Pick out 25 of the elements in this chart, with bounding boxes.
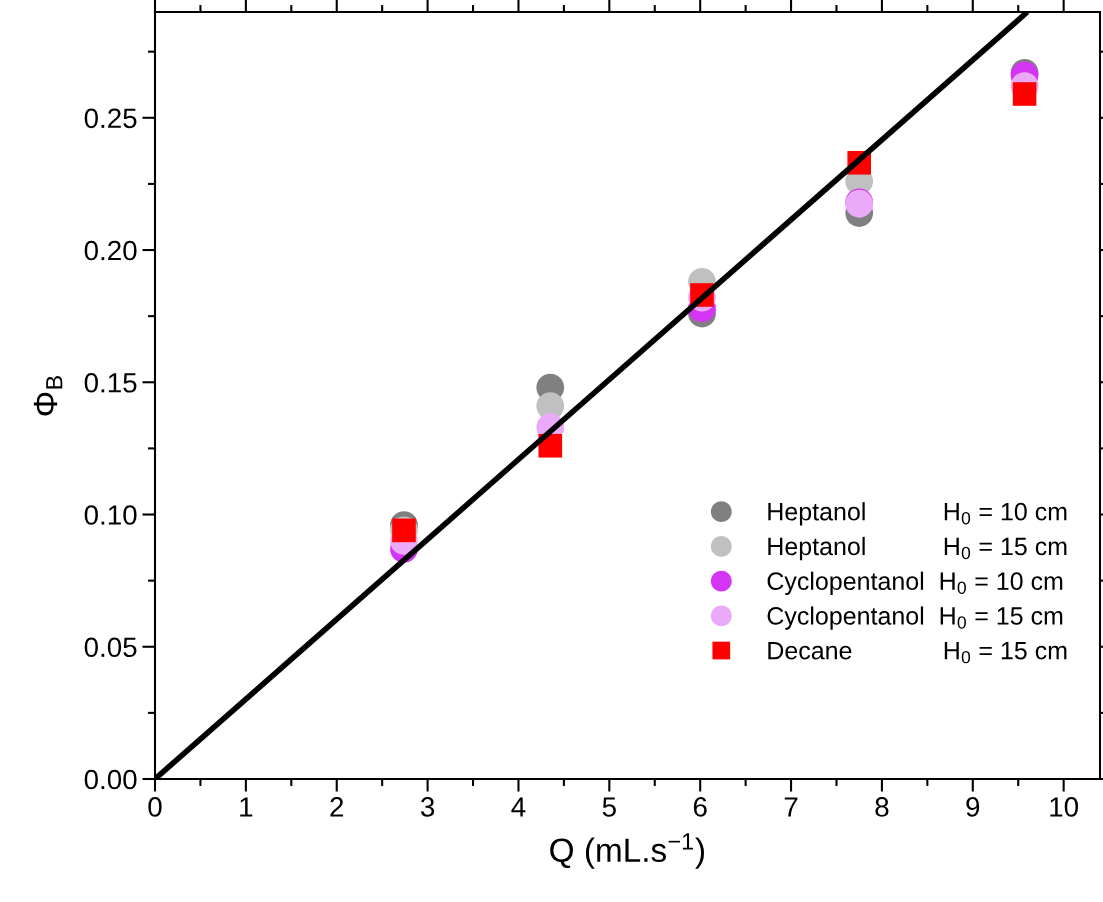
x-tick-label: 10 [1050, 797, 1079, 817]
y-tick-label: 0.25 [84, 108, 137, 129]
y-tick-label: 0.15 [84, 372, 137, 393]
x-tick-label: 5 [602, 797, 616, 817]
y-tick-label: 0.05 [84, 637, 137, 658]
y-tick-label: 0.00 [84, 769, 137, 790]
legend-label: Heptanol H$_{0}$ = 10 cm [768, 502, 1067, 526]
x-tick-label: 0 [148, 797, 162, 817]
legend-label: Decane H$_{0}$ = 15 cm [768, 642, 1067, 664]
x-tick-label: 3 [420, 797, 435, 817]
x-tick-label: 4 [511, 797, 526, 817]
y-axis-title: Φ$_{B}$ [33, 376, 63, 416]
x-tick-label: 7 [784, 797, 798, 817]
x-tick-label: 1 [240, 797, 253, 817]
legend-label: Cyclopentanol H$_{0}$ = 10 cm [767, 571, 1063, 595]
x-tick-label: 8 [875, 797, 889, 817]
legend-label: Heptanol H$_{0}$ = 15 cm [768, 536, 1067, 561]
y-tick-label: 0.10 [84, 505, 137, 525]
point [1012, 82, 1037, 106]
legend-label: Cyclopentanol H$_{0}$ = 15 cm [767, 606, 1063, 630]
x-tick-label: 2 [330, 797, 344, 817]
x-tick-label: 6 [693, 797, 707, 817]
x-axis-title: Q (mL.s$^{−1}$) [550, 833, 705, 869]
x-tick-label: 9 [966, 797, 980, 817]
y-tick-label: 0.20 [84, 240, 137, 261]
